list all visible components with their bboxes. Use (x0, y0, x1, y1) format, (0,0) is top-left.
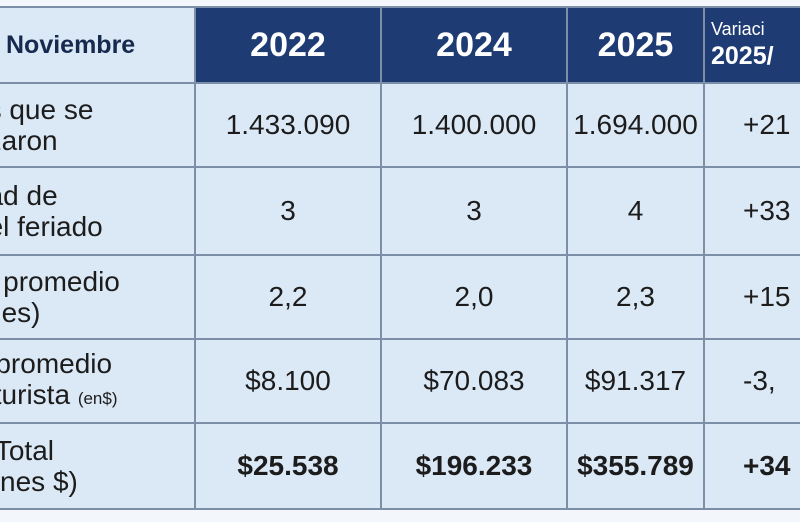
variation-header: Variaci 2025/ (703, 6, 800, 84)
value-2022: 2,2 (194, 254, 382, 340)
row-label: o promedio x turista (en$) (0, 338, 196, 424)
row-label: ía promedio ches) (0, 254, 196, 340)
bottom-strip (0, 512, 800, 522)
row-label: o Total llones $) (0, 422, 196, 510)
table-row-total: o Total llones $) $25.538 $196.233 $355.… (0, 422, 800, 510)
variation-value: -3, (703, 338, 800, 424)
row-label-line2: x turista (en$) (0, 379, 194, 414)
year-2022-header: 2022 (194, 6, 382, 84)
value-2022: 1.433.090 (194, 82, 382, 168)
table-row: ía promedio ches) 2,2 2,0 2,3 +15 (0, 254, 800, 340)
value-2025: $355.789 (566, 422, 705, 510)
row-label-line2: azaron (0, 125, 58, 156)
row-label-line1: o promedio (0, 348, 113, 379)
table-row: dad de del feriado 3 3 4 +33 (0, 166, 800, 256)
variation-header-line1: Variaci (711, 19, 765, 39)
value-2025: 4 (566, 166, 705, 256)
value-2024: 3 (380, 166, 568, 256)
row-label-line1: ía promedio (0, 266, 120, 297)
variation-value: +21 (703, 82, 800, 168)
header-row: Noviembre 2022 2024 2025 Variaci 2025/ (0, 6, 800, 84)
row-label-line2-text: x turista (0, 379, 71, 410)
table-row: as que se azaron 1.433.090 1.400.000 1.6… (0, 82, 800, 168)
year-2025-header: 2025 (566, 6, 705, 84)
value-2025: 2,3 (566, 254, 705, 340)
value-2024: 1.400.000 (380, 82, 568, 168)
table-row: o promedio x turista (en$) $8.100 $70.08… (0, 338, 800, 424)
value-2024: 2,0 (380, 254, 568, 340)
row-label-unit: (en$) (77, 389, 118, 408)
value-2022: $8.100 (194, 338, 382, 424)
row-label: dad de del feriado (0, 166, 196, 256)
variation-value: +15 (703, 254, 800, 340)
row-label-line2: ches) (0, 297, 41, 328)
row-label: as que se azaron (0, 82, 196, 168)
month-header: Noviembre (0, 6, 196, 84)
row-label-line2: del feriado (0, 211, 103, 242)
variation-header-line2: 2025/ (711, 42, 774, 70)
value-2024: $196.233 (380, 422, 568, 510)
tourism-table: Noviembre 2022 2024 2025 Variaci 2025/ a… (0, 6, 800, 510)
value-2024: $70.083 (380, 338, 568, 424)
row-label-line1: dad de (0, 180, 58, 211)
row-label-line2: llones $) (0, 466, 78, 497)
row-label-line1: as que se (0, 94, 94, 125)
value-2025: $91.317 (566, 338, 705, 424)
value-2022: $25.538 (194, 422, 382, 510)
variation-value: +33 (703, 166, 800, 256)
variation-value: +34 (703, 422, 800, 510)
value-2025: 1.694.000 (566, 82, 705, 168)
row-label-line1: o Total (0, 435, 54, 466)
value-2022: 3 (194, 166, 382, 256)
year-2024-header: 2024 (380, 6, 568, 84)
